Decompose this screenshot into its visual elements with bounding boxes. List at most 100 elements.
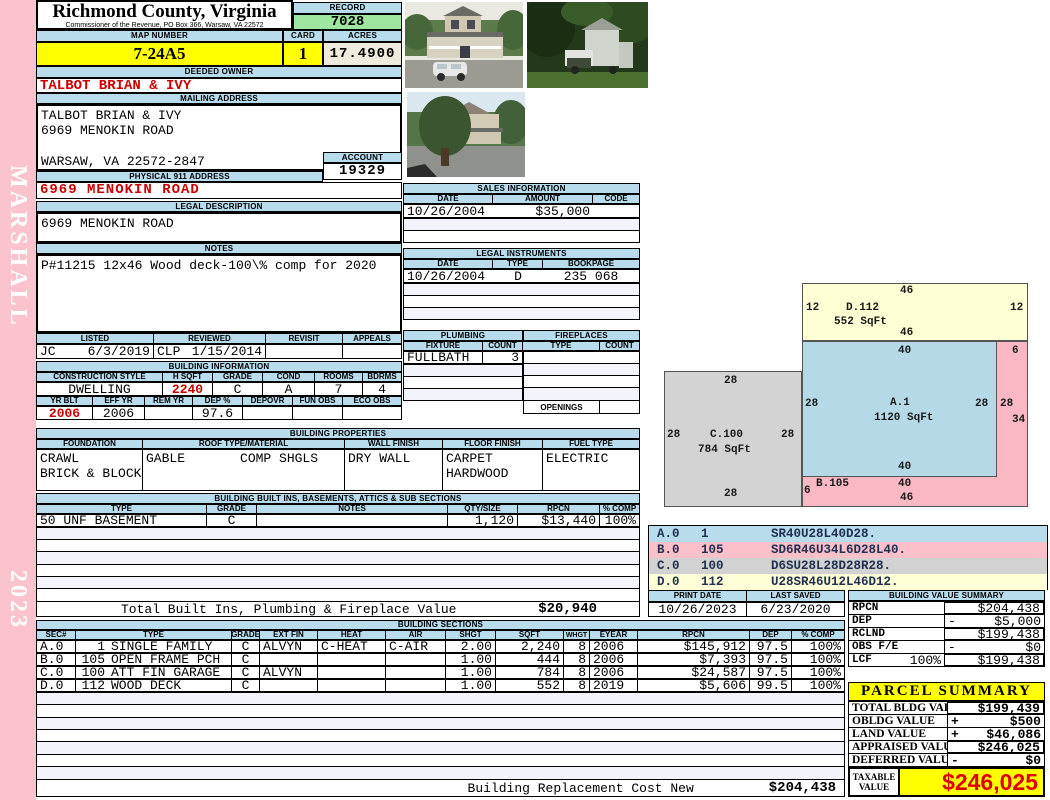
building-sections-headers: SEC# TYPE GRADE EXT FIN HEAT AIR SHGT SQ… (36, 630, 845, 640)
sketch-area-D (802, 283, 1028, 341)
deeded-owner-value: TALBOT BRIAN & IVY (36, 78, 402, 93)
building-info-values-1: DWELLING 2240 C A 7 4 (36, 382, 402, 396)
parcel-amount: $0 (1025, 753, 1041, 767)
sec-value: C.0 (36, 666, 76, 679)
cond-value: A (263, 382, 315, 396)
county-subtitle: Commissioner of the Revenue, PO Box 366,… (65, 22, 264, 29)
built-ins-title: BUILDING BUILT INS, BASEMENTS, ATTICS & … (36, 493, 640, 504)
fixture-header: FIXTURE (403, 341, 483, 351)
floor-finish-value: CARPET HARDWOOD (443, 449, 543, 491)
instr-bookpage-header: BOOKPAGE (543, 259, 640, 269)
empty-row (403, 307, 640, 320)
cond-header: COND (263, 372, 315, 382)
heat-header: HEAT (318, 630, 386, 640)
mailing-line-2: 6969 MENOKIN ROAD (41, 123, 174, 138)
revisit-header: REVISIT (266, 333, 343, 344)
legal-description-header: LEGAL DESCRIPTION (36, 201, 402, 212)
dim-a-right: 28 (975, 398, 989, 410)
hsqft-header: H SQFT (163, 372, 213, 382)
empty-row (36, 551, 640, 565)
eyear-value: 2006 (590, 666, 638, 679)
floor-line-2: HARDWOOD (446, 466, 509, 481)
grade-value: C (232, 666, 260, 679)
dep-value: 97.5 (750, 653, 792, 666)
section-row: C.0 100 ATT FIN GARAGE C ALVYN 1.00 784 8… (36, 666, 845, 679)
funobs-value (293, 406, 343, 420)
instr-type-value: D (493, 269, 543, 283)
parcel-sign: + (951, 714, 959, 728)
sketch-area-C (664, 371, 802, 507)
extfin-value: ALVYN (260, 666, 318, 679)
dim-b-left: 6 (804, 485, 811, 497)
fuel-type-header: FUEL TYPE (543, 439, 640, 449)
rpcn-header: RPCN (638, 630, 750, 640)
shgt-value: 2.00 (446, 640, 496, 653)
sketch-legend: A.0 1 SR40U28L40D28. B.0 105 SD6R46U34L6… (648, 525, 1048, 590)
legend-code: 105 (701, 543, 724, 557)
bvs-label: DEP (848, 614, 945, 628)
air-value: C-AIR (386, 640, 446, 653)
acres-header: ACRES (323, 30, 402, 42)
parcel-value: $246,025 (948, 740, 1045, 754)
remyr-header: REM YR (145, 396, 193, 406)
taxable-label: TAXABLE VALUE (848, 767, 900, 797)
grade-value: C (232, 679, 260, 692)
dim-d-left: 12 (806, 302, 820, 314)
funobs-header: FUN OBS (293, 396, 343, 406)
parcel-label: LAND VALUE (848, 727, 948, 741)
grade-header: GRADE (213, 372, 263, 382)
type-code: 112 (81, 679, 105, 692)
type-code: 1 (97, 640, 105, 653)
bi-rpcn-header: RPCN (518, 504, 600, 514)
bdrms-header: BDRMS (363, 372, 402, 382)
fireplace-type-header: TYPE (523, 341, 600, 351)
plumbing-title: PLUMBING (403, 330, 523, 341)
grade-header: GRADE (232, 630, 260, 640)
extfin-value (260, 679, 318, 692)
fireplaces-title: FIREPLACES (523, 330, 640, 341)
acres-value: 17.4900 (323, 42, 402, 66)
bvs-row-dep: DEP - $5,000 (848, 614, 1045, 628)
bvs-amount: $0 (1025, 640, 1041, 654)
dim-b-mid: 40 (898, 478, 912, 490)
parcel-value: - $0 (948, 753, 1045, 767)
type-value: 112 WOOD DECK (76, 679, 232, 692)
dim-a-top: 40 (898, 345, 912, 357)
dim-d-right: 12 (1010, 302, 1024, 314)
legend-code: 112 (701, 575, 724, 589)
mailing-address-box: TALBOT BRIAN & IVY 6969 MENOKIN ROAD WAR… (36, 104, 402, 171)
empty-row (523, 387, 640, 401)
listed-header: LISTED (36, 333, 154, 344)
dep-value: 97.6 (193, 406, 243, 420)
dep-value: 97.5 (750, 666, 792, 679)
bvs-label: LCF (852, 654, 872, 666)
parcel-label: OBLDG VALUE (848, 714, 948, 728)
sales-code-value (593, 204, 640, 218)
fixture-value: FULLBATH (403, 351, 483, 364)
rpcn-value: $5,606 (638, 679, 750, 692)
type-value: 100 ATT FIN GARAGE (76, 666, 232, 679)
revisit-value (266, 344, 343, 359)
dim-a-left: 28 (805, 398, 819, 410)
property-photo-outbuilding (527, 2, 648, 88)
mailing-address-header: MAILING ADDRESS (36, 93, 402, 104)
listed-value: JC 6/3/2019 (36, 344, 154, 359)
bi-grade-header: GRADE (207, 504, 257, 514)
brcn-label: Building Replacement Cost New (467, 780, 694, 796)
plumbing-headers: FIXTURE COUNT TYPE COUNT (403, 341, 640, 351)
dim-b-right-upper: 28 (1000, 398, 1014, 410)
legend-trace: U28SR46U12L46D12. (771, 575, 899, 589)
building-info-title: BUILDING INFORMATION (36, 361, 402, 372)
foundation-header: FOUNDATION (36, 439, 143, 449)
building-info-headers-2: YR BLT EFF YR REM YR DEP % DEPOVR FUN OB… (36, 396, 402, 406)
foundation-value: CRAWL BRICK & BLOCK (36, 449, 143, 491)
bvs-row-rpcn: RPCN $204,438 (848, 601, 1045, 615)
grade-value: C (213, 382, 263, 396)
legend-sec: B.0 (657, 543, 680, 557)
instr-date-header: DATE (403, 259, 493, 269)
hsqft-value: 2240 (163, 382, 213, 396)
legend-code: 100 (701, 559, 724, 573)
dim-b-bottom: 46 (900, 492, 914, 504)
wall-finish-header: WALL FINISH (345, 439, 443, 449)
